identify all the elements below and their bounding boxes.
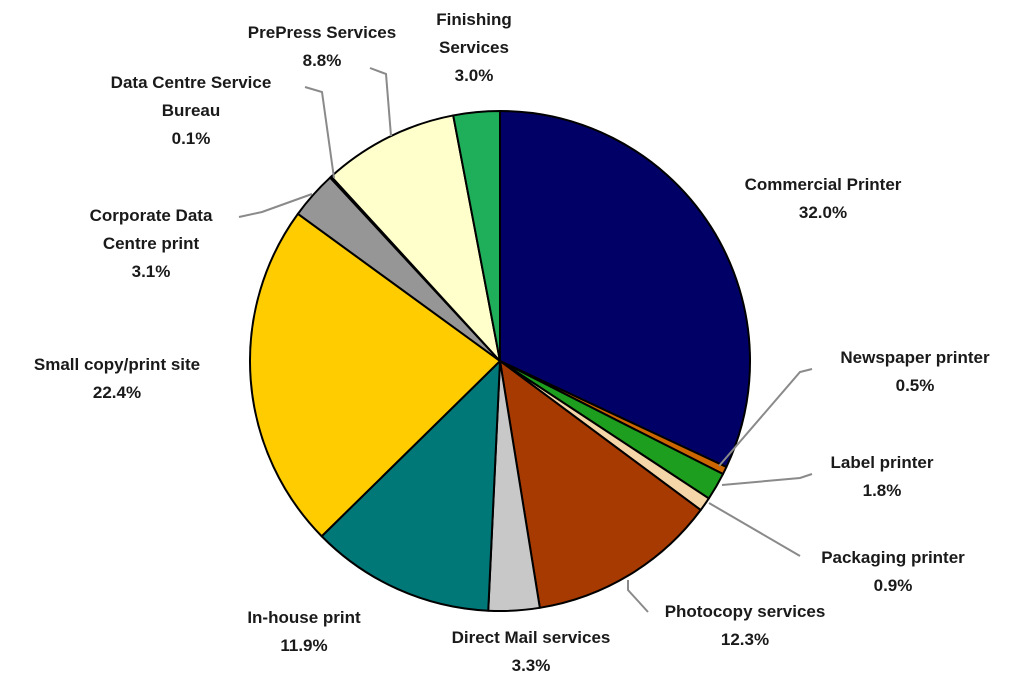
slice-name: Small copy/print site (34, 355, 200, 374)
slice-percent: 8.8% (303, 51, 342, 70)
slice-percent: 32.0% (799, 203, 847, 222)
pie-slice-prepress-services (330, 114, 501, 362)
slice-name: In-house print (247, 608, 361, 627)
slice-name: Photocopy services (665, 602, 826, 621)
slice-percent: 3.3% (512, 656, 551, 675)
slice-name: Data Centre Service (111, 73, 272, 92)
slice-name: Newspaper printer (840, 348, 990, 367)
pie-slice-finishing-services (452, 110, 501, 362)
slice-percent: 0.9% (874, 576, 913, 595)
slice-label: Newspaper printer 0.5% (840, 348, 990, 395)
pie-slices (248, 110, 751, 612)
leader-line (718, 368, 813, 467)
leader-line (304, 86, 335, 179)
slice-label: Photocopy services 12.3% (665, 602, 826, 649)
slice-name: Bureau (162, 101, 221, 120)
slice-percent: 3.1% (132, 262, 171, 281)
slice-name: Direct Mail services (452, 628, 611, 647)
slice-name: PrePress Services (248, 23, 396, 42)
leader-line (369, 67, 392, 137)
slice-percent: 12.3% (721, 630, 769, 649)
leader-line (708, 502, 801, 557)
leader-line (721, 473, 813, 486)
leader-lines (238, 67, 813, 613)
slice-percent: 0.1% (172, 129, 211, 148)
slice-name: Commercial Printer (745, 175, 902, 194)
slice-percent: 0.5% (896, 376, 935, 395)
pie-slice-in-house-print (320, 360, 501, 612)
pie-slice-photocopy-services (499, 360, 702, 609)
pie-slice-commercial-printer (499, 110, 751, 468)
slice-label: Commercial Printer 32.0% (745, 175, 902, 222)
slice-name: Finishing (436, 10, 512, 29)
slice-label: Label printer 1.8% (831, 453, 934, 500)
slice-label: In-house print 11.9% (247, 608, 361, 655)
pie-slice-small-copy-print-site (248, 212, 501, 538)
slice-label: PrePress Services 8.8% (248, 23, 396, 70)
leader-line (627, 580, 649, 613)
slice-name: Corporate Data (90, 206, 213, 225)
slice-name: Services (439, 38, 509, 57)
slice-percent: 11.9% (280, 636, 327, 655)
slice-name: Packaging printer (821, 548, 965, 567)
slice-percent: 3.0% (455, 66, 494, 85)
leader-line (238, 193, 313, 218)
slice-labels: Commercial Printer 32.0% Newspaper printer… (34, 10, 990, 675)
slice-label: Finishing Services 3.0% (436, 10, 512, 85)
slice-name: Label printer (831, 453, 934, 472)
slice-label: Direct Mail services 3.3% (452, 628, 611, 675)
slice-label: Small copy/print site 22.4% (34, 355, 200, 402)
slice-label: Corporate Data Centre print 3.1% (90, 206, 213, 281)
slice-percent: 22.4% (93, 383, 141, 402)
slice-label: Packaging printer 0.9% (821, 548, 965, 595)
slice-name: Centre print (103, 234, 200, 253)
slice-percent: 1.8% (863, 481, 902, 500)
slice-label: Data Centre Service Bureau 0.1% (111, 73, 272, 148)
